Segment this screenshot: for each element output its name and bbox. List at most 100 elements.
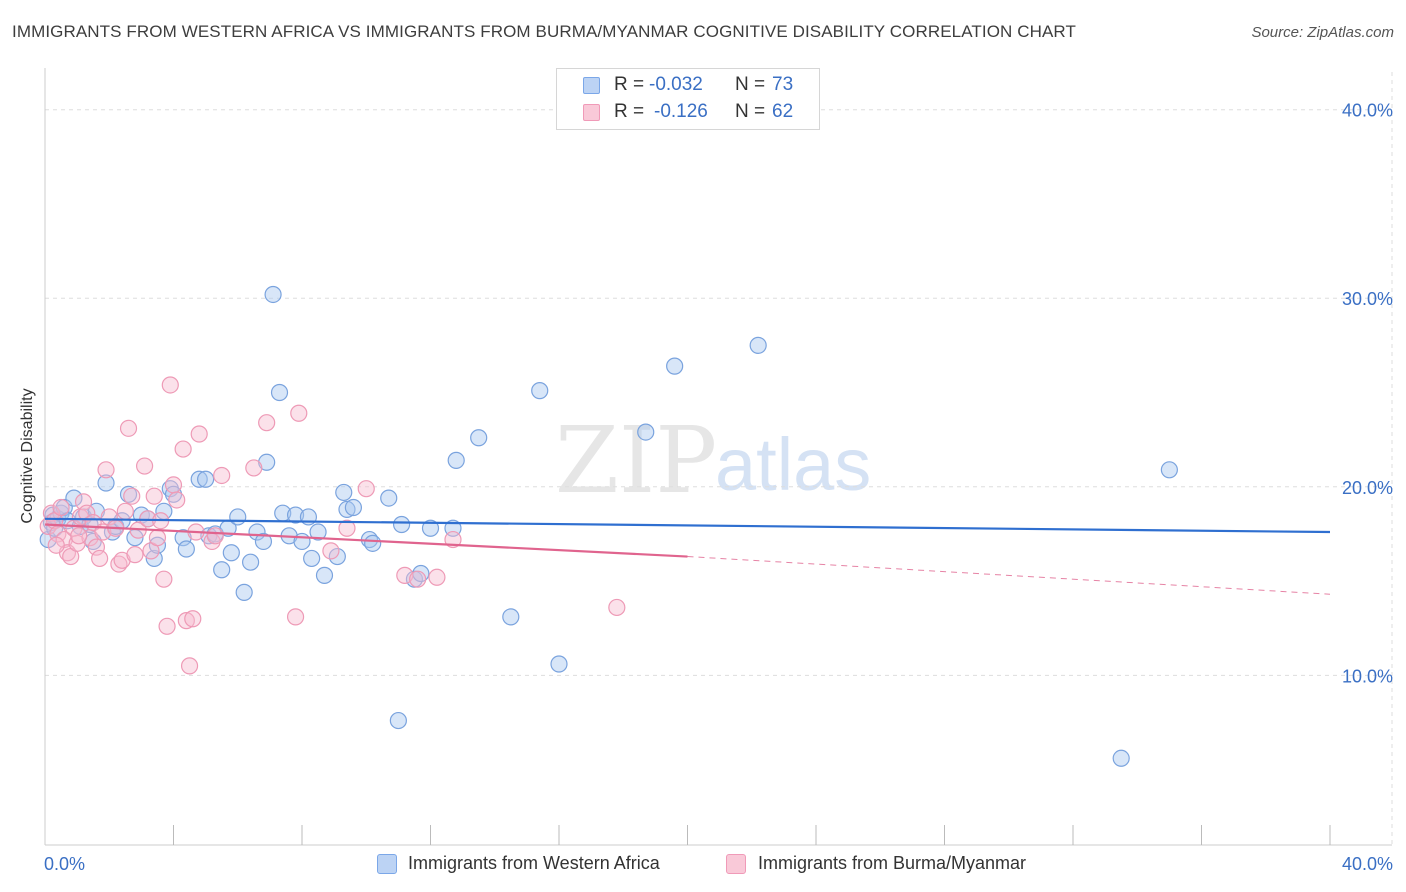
watermark-zip: ZIP bbox=[555, 407, 717, 514]
point-burma bbox=[168, 491, 186, 509]
point-western-africa bbox=[286, 506, 305, 524]
y-tick-label: 10.0% bbox=[1342, 666, 1393, 686]
point-western-africa bbox=[338, 500, 356, 519]
point-burma bbox=[206, 527, 224, 545]
trendline-burma bbox=[687, 556, 1331, 595]
point-western-africa bbox=[389, 711, 407, 730]
point-western-africa bbox=[637, 423, 655, 441]
legend-row-western-africa: R = -0.032 N = 73 bbox=[557, 73, 819, 99]
point-burma bbox=[155, 570, 173, 588]
point-western-africa bbox=[447, 451, 465, 469]
point-burma bbox=[180, 657, 199, 675]
point-western-africa bbox=[264, 285, 282, 304]
point-burma bbox=[135, 457, 154, 475]
series-swatch-western-africa bbox=[377, 854, 397, 874]
point-burma bbox=[396, 566, 414, 584]
point-burma bbox=[608, 598, 626, 617]
legend-swatch-blue bbox=[583, 77, 600, 94]
point-western-africa bbox=[392, 515, 411, 534]
point-western-africa bbox=[303, 549, 321, 568]
chart-title: IMMIGRANTS FROM WESTERN AFRICA VS IMMIGR… bbox=[12, 22, 1076, 41]
trendline-western-africa bbox=[44, 517, 1331, 534]
trendline-burma bbox=[44, 523, 688, 558]
point-western-africa bbox=[550, 655, 568, 673]
watermark: ZIP atlas bbox=[555, 407, 871, 514]
tick-labels: 10.0% 20.0% 30.0% 40.0% 0.0% 40.0% bbox=[44, 101, 1393, 874]
point-burma bbox=[357, 480, 375, 498]
point-western-africa bbox=[309, 523, 327, 541]
point-western-africa bbox=[190, 470, 208, 488]
point-western-africa bbox=[335, 483, 353, 502]
point-burma bbox=[52, 498, 70, 517]
data-points bbox=[39, 285, 1178, 767]
x-tick-label: 0.0% bbox=[44, 854, 85, 874]
point-burma bbox=[184, 610, 202, 628]
point-western-africa bbox=[749, 336, 767, 354]
point-burma bbox=[148, 529, 167, 547]
series-swatch-burma bbox=[726, 854, 746, 874]
point-burma bbox=[119, 419, 138, 437]
point-burma bbox=[47, 536, 65, 554]
point-burma bbox=[126, 546, 144, 564]
point-burma bbox=[161, 376, 179, 394]
series-label-burma: Immigrants from Burma/Myanmar bbox=[758, 853, 1027, 873]
point-burma bbox=[245, 459, 263, 477]
point-western-africa bbox=[315, 566, 334, 584]
point-western-africa bbox=[344, 498, 362, 517]
point-western-africa bbox=[213, 561, 231, 579]
r-value: -0.126 bbox=[654, 101, 708, 122]
point-burma bbox=[78, 504, 96, 522]
point-western-africa bbox=[1112, 749, 1130, 767]
point-western-africa bbox=[242, 553, 260, 571]
point-western-africa bbox=[470, 429, 488, 447]
point-western-africa bbox=[222, 544, 240, 562]
y-tick-label: 20.0% bbox=[1342, 478, 1393, 498]
point-western-africa bbox=[502, 608, 520, 626]
n-value: 62 bbox=[772, 101, 794, 122]
point-western-africa bbox=[666, 357, 684, 375]
point-burma bbox=[258, 414, 276, 432]
grid-lines bbox=[45, 72, 1393, 845]
point-burma bbox=[409, 570, 427, 588]
source-label: Source: ZipAtlas.com bbox=[1251, 24, 1394, 41]
point-burma bbox=[87, 538, 106, 556]
point-burma bbox=[91, 549, 109, 568]
series-label-western-africa: Immigrants from Western Africa bbox=[408, 853, 660, 873]
point-burma bbox=[70, 527, 88, 545]
point-western-africa bbox=[270, 383, 289, 402]
y-tick-label: 40.0% bbox=[1342, 101, 1393, 121]
point-western-africa bbox=[380, 489, 398, 507]
point-burma bbox=[428, 568, 446, 586]
point-western-africa bbox=[65, 489, 83, 507]
r-label: R = bbox=[614, 74, 645, 95]
trendlines bbox=[44, 517, 1331, 595]
point-burma bbox=[286, 608, 305, 626]
r-value: -0.032 bbox=[649, 74, 703, 95]
watermark-atlas: atlas bbox=[715, 423, 871, 506]
point-western-africa bbox=[229, 508, 247, 526]
r-label: R = bbox=[614, 101, 645, 122]
point-western-africa bbox=[235, 583, 253, 601]
axes bbox=[44, 68, 1392, 846]
x-tick-label: 40.0% bbox=[1342, 854, 1393, 874]
point-burma bbox=[164, 476, 183, 494]
point-western-africa bbox=[364, 534, 382, 552]
point-burma bbox=[213, 466, 231, 485]
n-label: N = bbox=[735, 74, 766, 95]
y-tick-label: 30.0% bbox=[1342, 289, 1393, 309]
n-label: N = bbox=[735, 101, 766, 122]
point-western-africa bbox=[1160, 461, 1178, 479]
point-burma bbox=[116, 502, 134, 520]
point-western-africa bbox=[177, 540, 195, 558]
point-burma bbox=[177, 612, 195, 630]
point-western-africa bbox=[531, 382, 549, 400]
point-burma bbox=[190, 425, 208, 443]
n-value: 73 bbox=[772, 74, 794, 95]
point-burma bbox=[158, 617, 176, 635]
point-burma bbox=[145, 487, 163, 505]
point-western-africa bbox=[421, 519, 440, 537]
point-western-africa bbox=[293, 532, 311, 551]
point-burma bbox=[322, 542, 340, 560]
point-burma bbox=[74, 493, 93, 511]
